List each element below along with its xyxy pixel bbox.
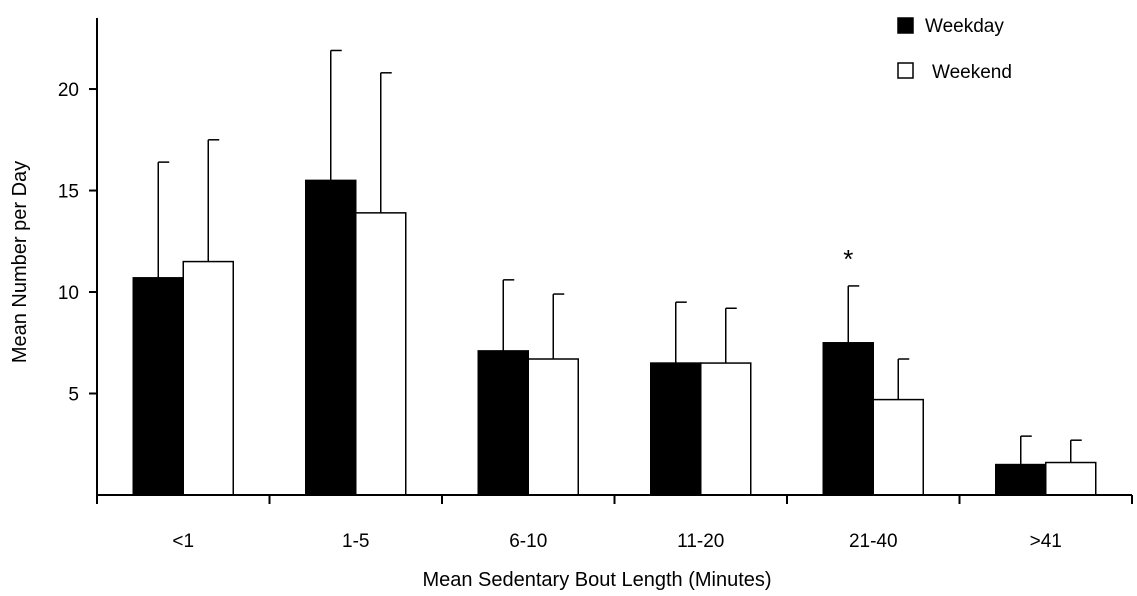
y-tick-label: 10 <box>58 283 79 304</box>
legend-label-weekend: Weekend <box>932 62 1012 83</box>
legend: Weekday Weekend <box>897 16 1012 83</box>
y-tick-label: 15 <box>58 182 79 203</box>
x-axis-label: Mean Sedentary Bout Length (Minutes) <box>422 569 771 591</box>
bar-weekday-0 <box>132 277 184 496</box>
significance-marker: * <box>843 244 853 274</box>
x-tick-label: 6-10 <box>509 531 547 552</box>
bar-weekend-1 <box>355 212 407 496</box>
y-axis-label: Mean Number per Day <box>9 161 31 363</box>
legend-swatch-weekend <box>897 62 914 79</box>
bar-weekend-2 <box>527 358 579 496</box>
bar-weekday-1 <box>305 179 357 496</box>
x-tick-label: <1 <box>172 531 194 552</box>
legend-swatch-weekday <box>897 17 914 34</box>
bar-weekend-5 <box>1045 461 1097 496</box>
bar-weekend-0 <box>182 260 234 496</box>
x-tick-label: 1-5 <box>342 531 369 552</box>
bar-weekday-3 <box>650 362 702 496</box>
bar-weekday-4 <box>822 342 874 496</box>
bar-weekday-2 <box>477 350 529 496</box>
bar-weekday-5 <box>995 463 1047 496</box>
legend-label-weekday: Weekday <box>925 16 1004 37</box>
y-ticks: 5 10 15 20 <box>58 80 97 406</box>
y-tick-label: 20 <box>58 80 79 101</box>
error-bars-layer <box>157 49 1082 465</box>
bars-layer <box>132 179 1097 496</box>
annotations: * <box>843 244 853 274</box>
x-ticks: <1 1-5 6-10 11-20 21-40 >41 <box>96 495 1133 552</box>
bar-weekend-4 <box>872 398 924 496</box>
axes <box>96 18 1132 496</box>
x-tick-label: 11-20 <box>677 531 724 552</box>
y-tick-label: 5 <box>68 385 79 406</box>
x-tick-label: 21-40 <box>849 531 898 552</box>
x-tick-label: >41 <box>1030 531 1062 552</box>
bar-weekend-3 <box>700 362 752 496</box>
